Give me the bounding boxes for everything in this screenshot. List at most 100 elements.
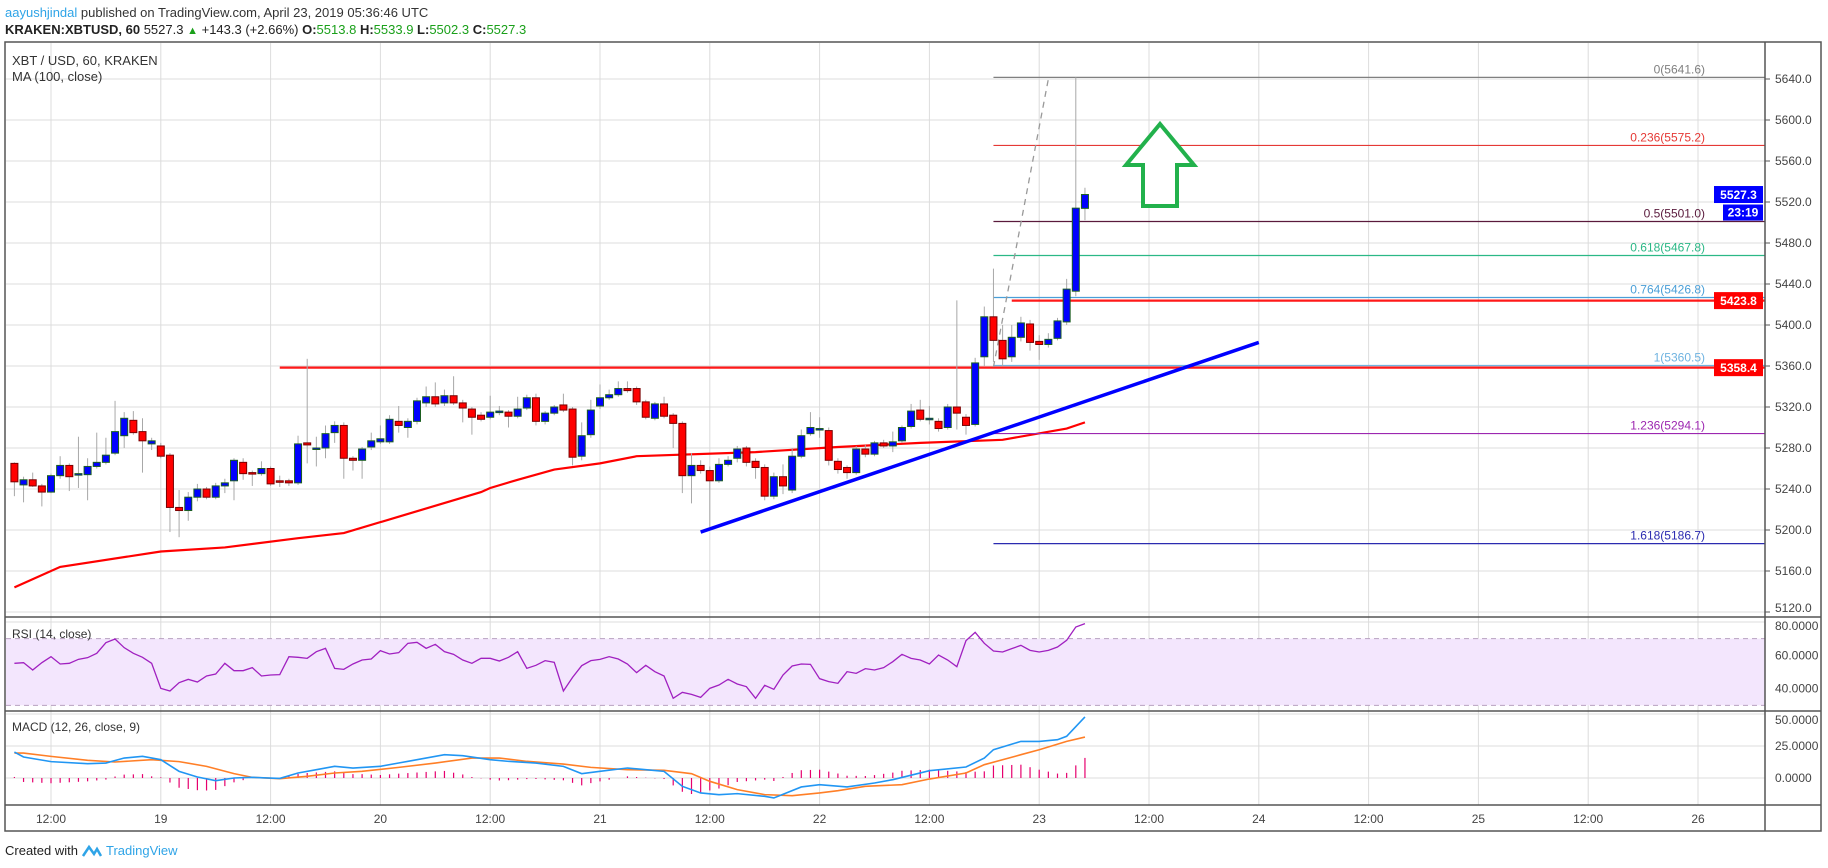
bullish-candle [714, 458, 723, 483]
bullish-candle [83, 458, 92, 501]
time-tick-label: 12:00 [475, 812, 505, 826]
bullish-candle [596, 384, 604, 410]
candle-body [101, 454, 110, 463]
bullish-candle [330, 421, 339, 443]
candle-body [833, 460, 842, 471]
bullish-candle [733, 445, 742, 463]
candle-body [1071, 207, 1080, 292]
bullish-candle [413, 397, 421, 425]
price-pane[interactable] [10, 76, 1765, 589]
candle-body [156, 445, 165, 457]
price-tick-label: 5480.0 [1775, 236, 1812, 250]
time-tick-label: 12:00 [914, 812, 944, 826]
candle-body [394, 420, 403, 426]
bearish-candle [843, 465, 852, 479]
time-tick-label: 19 [154, 812, 168, 826]
candle-body [522, 397, 531, 409]
bearish-candle [284, 478, 293, 486]
candle-body [147, 440, 156, 445]
candle-body [10, 462, 19, 483]
bullish-candle [294, 435, 303, 485]
price-tick-label: 5120.0 [1775, 601, 1812, 615]
bullish-candle [541, 411, 550, 425]
time-tick-label: 12:00 [256, 812, 286, 826]
price-tick-label: 5280.0 [1775, 441, 1812, 455]
candle-body [998, 339, 1007, 360]
author-link[interactable]: aayushjindal [5, 5, 78, 20]
bullish-candle [358, 446, 367, 479]
bearish-candle [477, 412, 486, 422]
bearish-candle [952, 300, 961, 430]
candle-body [440, 395, 449, 404]
support-trendline [700, 340, 1260, 534]
bullish-candle [1080, 187, 1089, 221]
tradingview-logo-icon [81, 844, 102, 857]
created-with-text: Created with [5, 843, 78, 858]
candle-body [577, 435, 586, 457]
candle-body [358, 448, 367, 461]
price-tick-label: 5640.0 [1775, 72, 1812, 86]
bullish-candle [120, 412, 129, 448]
bullish-candle [650, 401, 659, 421]
bearish-candle [449, 376, 458, 405]
candle-body [56, 464, 65, 477]
candle-body [943, 406, 952, 428]
time-tick-label: 26 [1691, 812, 1705, 826]
bullish-candle [897, 425, 906, 443]
symbol-name: KRAKEN:XBTUSD, 60 [5, 22, 141, 37]
close-label: C: [472, 22, 487, 37]
candle-body [65, 464, 74, 478]
price-tick-label: 5240.0 [1775, 482, 1812, 496]
low-label: L: [417, 22, 430, 37]
rsi-tick-label: 80.0000 [1775, 619, 1819, 633]
countdown-label: 23:19 [1728, 206, 1759, 220]
bearish-candle [65, 463, 74, 492]
candle-body [193, 488, 202, 498]
axes[interactable]: 12:00 19 12:00 20 12:00 21 12:00 22 12:00 23 12:00… [36, 62, 1819, 826]
close-value: 5527.3 [486, 22, 527, 37]
candle-body [422, 396, 431, 404]
tradingview-link[interactable]: TradingView [105, 843, 178, 858]
bullish-candle [1053, 317, 1062, 341]
bullish-candle [19, 476, 28, 503]
ma100-line [13, 421, 1086, 589]
price-tick-label: 5360.0 [1775, 359, 1812, 373]
countdown-tag [1723, 204, 1763, 221]
bullish-candle [367, 432, 376, 451]
candle-body [92, 461, 101, 467]
candle-body [788, 455, 797, 491]
candle-body [879, 442, 888, 447]
bullish-candle [92, 432, 101, 469]
bearish-candle [531, 393, 540, 426]
candle-body [980, 316, 989, 358]
bearish-candle [1035, 335, 1044, 360]
time-tick-label: 25 [1472, 812, 1486, 826]
bearish-candle [916, 399, 925, 422]
bearish-candle [458, 399, 467, 423]
candle-body [458, 402, 467, 409]
bearish-candle [156, 442, 165, 459]
candle-body [724, 459, 733, 465]
bullish-candle [1016, 316, 1025, 342]
bearish-candle [248, 470, 257, 486]
candle-body [705, 470, 714, 482]
bullish-candle [1007, 325, 1016, 362]
candle-body [184, 496, 193, 512]
rsi-legend: RSI (14, close) [12, 627, 91, 641]
candle-body [989, 316, 998, 341]
rsi-pane[interactable] [14, 623, 1086, 700]
candle-body [733, 448, 742, 459]
price-tag-label: 5423.8 [1720, 294, 1757, 308]
bullish-candle [211, 482, 220, 500]
candle-body [934, 420, 943, 430]
bullish-candle [376, 425, 385, 444]
candle-body [339, 424, 348, 459]
publish-text: published on TradingView.com, April 23, … [80, 5, 429, 20]
bullish-candle [147, 437, 156, 451]
candle-body [687, 464, 696, 477]
candle-body [824, 430, 833, 461]
bullish-candle [230, 458, 238, 501]
macd-pane[interactable] [13, 716, 1086, 799]
candle-body [257, 468, 266, 475]
